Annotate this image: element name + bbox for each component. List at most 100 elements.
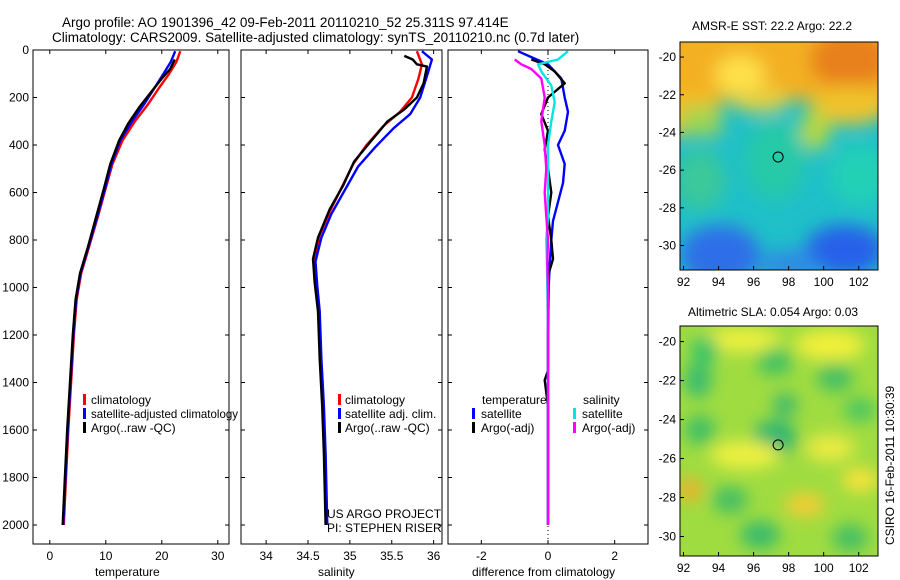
map-y-tick-label: -30: [659, 239, 677, 253]
map-x-tick-label: 94: [712, 561, 726, 575]
sst-map-ticks: 92 94 96 98 100 102 -20 -22 -24 -26 -28 -30: [659, 50, 869, 289]
temperature-legend: climatology satellite-adjusted climatolo…: [83, 393, 238, 435]
project-credit-line-1: US ARGO PROJECT: [327, 507, 442, 521]
y-tick-label: 2000: [2, 518, 29, 532]
salinity-legend: climatology satellite adj. clim. Argo(..…: [338, 393, 436, 435]
map-x-tick-label: 100: [814, 561, 834, 575]
difference-legend: temperature salinity satellite Argo(-adj…: [472, 393, 635, 435]
salinity-panel-frame: [240, 49, 443, 545]
legend-label-argo: Argo(..raw -QC): [345, 421, 430, 435]
series-line-salinity-argo-adj: [513, 58, 550, 525]
series-line-temperature-satellite: [517, 50, 570, 525]
x-tick-label: 30: [211, 549, 225, 563]
x-tick-label: 0: [545, 549, 552, 563]
map-y-tick-label: -22: [659, 88, 677, 102]
legend-label-temp-satellite: satellite: [481, 407, 522, 421]
figure-title-line-2: Climatology: CARS2009. Satellite-adjuste…: [52, 30, 579, 45]
legend-swatch-argo: [338, 422, 341, 433]
y-tick-label: 1000: [2, 281, 29, 295]
series-line-climatology: [62, 50, 182, 526]
map-y-tick-label: -20: [659, 50, 677, 64]
map-y-tick-label: -26: [659, 163, 677, 177]
legend-label-climatology: climatology: [91, 393, 151, 407]
legend-group-temperature: temperature: [482, 393, 547, 407]
sla-map-ticks: 92 94 96 98 100 102 -20 -22 -24 -26 -28 -30: [659, 335, 869, 575]
map-y-tick-label: -28: [659, 201, 677, 215]
x-tick-label: 34: [259, 549, 273, 563]
map-y-tick-label: -26: [659, 452, 677, 466]
y-tick-label: 0: [22, 43, 29, 57]
x-tick-label: 10: [99, 549, 113, 563]
salinity-series: [311, 50, 434, 526]
legend-swatch-sal-argo: [573, 422, 576, 433]
sla-argo-location-marker: [772, 439, 784, 451]
series-line-argo-raw-qc: [61, 58, 176, 526]
legend-label-sal-argo: Argo(-adj): [582, 421, 635, 435]
legend-swatch-temp-argo: [472, 422, 475, 433]
legend-swatch-climatology: [338, 394, 341, 405]
map-x-tick-label: 96: [747, 275, 761, 289]
difference-series: [513, 50, 570, 525]
legend-label-argo: Argo(..raw -QC): [91, 421, 176, 435]
x-tick-label: 2: [611, 549, 618, 563]
sla-map-frame: [679, 325, 879, 557]
x-tick-label: 0: [46, 549, 53, 563]
y-tick-label: 600: [9, 186, 29, 200]
salinity-axes: 34 34.5 35 35.5 36: [241, 49, 442, 563]
temperature-panel-frame: [32, 49, 230, 545]
map-y-tick-label: -24: [659, 125, 677, 139]
x-tick-label: 36: [427, 549, 441, 563]
legend-group-salinity: salinity: [583, 393, 620, 407]
legend-swatch-argo: [83, 422, 86, 433]
legend-swatch-sal-satellite: [573, 408, 576, 419]
sst-map-title: AMSR-E SST: 22.2 Argo: 22.2: [692, 19, 852, 33]
map-y-tick-label: -22: [659, 374, 677, 388]
map-y-tick-label: -24: [659, 413, 677, 427]
y-tick-label: 1200: [2, 328, 29, 342]
map-x-tick-label: 102: [849, 275, 869, 289]
x-tick-label: 34.5: [296, 549, 320, 563]
y-tick-label: 1400: [2, 376, 29, 390]
series-line-climatology: [313, 50, 424, 526]
legend-swatch-climatology: [83, 394, 86, 405]
y-tick-label: 1800: [2, 471, 29, 485]
map-x-tick-label: 98: [782, 561, 796, 575]
salinity-xlabel: salinity: [318, 565, 355, 579]
difference-xlabel: difference from climatology: [472, 565, 615, 579]
legend-label-satellite: satellite adj. clim.: [345, 407, 436, 421]
y-tick-label: 400: [9, 138, 29, 152]
temperature-series: [61, 50, 182, 526]
legend-swatch-satellite: [83, 408, 86, 419]
project-credit-line-2: PI: STEPHEN RISER: [327, 521, 442, 535]
x-tick-label: 35.5: [380, 549, 404, 563]
map-x-tick-label: 92: [677, 561, 691, 575]
y-tick-label: 1600: [2, 423, 29, 437]
map-x-tick-label: 98: [782, 275, 796, 289]
sst-argo-location-marker: [772, 151, 784, 163]
series-line-satellite-adjusted-climatology: [62, 50, 177, 526]
legend-label-sal-satellite: satellite: [582, 407, 623, 421]
legend-label-climatology: climatology: [345, 393, 405, 407]
sla-map-field: [680, 326, 878, 556]
map-x-tick-label: 94: [712, 275, 726, 289]
x-tick-label: 35: [343, 549, 357, 563]
series-line-argo-raw-qc: [311, 54, 429, 526]
legend-label-satellite: satellite-adjusted climatology: [91, 407, 238, 421]
y-tick-label: 800: [9, 233, 29, 247]
map-y-tick-label: -28: [659, 491, 677, 505]
map-x-tick-label: 102: [849, 561, 869, 575]
map-x-tick-label: 96: [747, 561, 761, 575]
map-y-tick-label: -30: [659, 530, 677, 544]
y-tick-label: 200: [9, 91, 29, 105]
sst-map-frame: [679, 41, 879, 271]
sst-map-field: [680, 42, 878, 270]
legend-swatch-satellite: [338, 408, 341, 419]
side-timestamp: CSIRO 16-Feb-2011 10:30:39: [883, 385, 897, 545]
figure-title-line-1: Argo profile: AO 1901396_42 09-Feb-2011 …: [62, 15, 509, 30]
temperature-xlabel: temperature: [95, 565, 160, 579]
map-x-tick-label: 92: [677, 275, 691, 289]
temperature-axes: 0 10 20 30 0 200 400 600 800 1000 1200 1400 1600 1800…: [2, 43, 229, 563]
x-tick-label: -2: [476, 549, 487, 563]
series-line-satellite-adj-clim: [314, 50, 434, 526]
